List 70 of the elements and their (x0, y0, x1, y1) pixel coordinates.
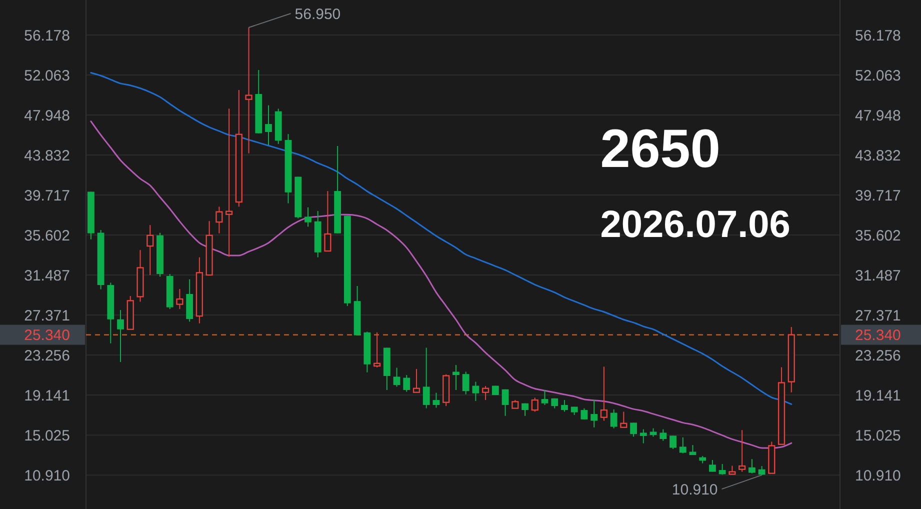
candlestick (472, 381, 480, 402)
candlestick (630, 422, 637, 438)
candlestick (304, 206, 312, 228)
y2-tick-label: 35.602 (855, 227, 901, 244)
candlestick (660, 428, 667, 442)
y2-tick-label: 23.256 (855, 347, 901, 364)
y-tick-label: 56.178 (24, 27, 70, 44)
y2-tick-label: 15.025 (855, 427, 901, 444)
candlestick (610, 408, 618, 429)
candlestick (403, 374, 410, 392)
annotation: 56.950 (294, 6, 341, 23)
annotation: 10.910 (672, 481, 718, 498)
y-tick-label: 19.141 (24, 387, 70, 404)
text: 2026.07.06 (600, 204, 790, 246)
candlestick (561, 400, 568, 412)
candlestick (324, 190, 332, 252)
candlestick (452, 364, 460, 391)
candlestick (225, 108, 233, 258)
y2-tick-label: 19.141 (855, 387, 901, 404)
candlestick (117, 310, 124, 363)
candlestick (748, 458, 756, 474)
candlestick (541, 390, 548, 406)
y-tick-label: 15.025 (24, 427, 70, 444)
candlestick (245, 27, 252, 154)
candlestick (600, 366, 608, 422)
y-tick-label: 10.910 (24, 467, 70, 484)
candlestick (580, 408, 588, 420)
line-series (90, 72, 792, 405)
candlestick (176, 288, 184, 310)
ref-line-label: 25.340 (855, 327, 901, 344)
y2-tick-label: 47.948 (855, 107, 901, 124)
candlestick (502, 388, 509, 416)
candlestick (590, 400, 598, 428)
line-series (90, 120, 792, 449)
y2-tick-label: 27.371 (855, 307, 901, 324)
candlestick (146, 224, 154, 276)
candlestick (522, 402, 528, 416)
y-tick-label: 31.487 (24, 267, 70, 284)
text: 2650 (600, 119, 720, 179)
y2-tick-label: 39.717 (855, 187, 901, 204)
y2-tick-label: 31.487 (855, 267, 901, 284)
candlestick (412, 368, 420, 393)
candlestick (422, 347, 430, 409)
candlestick (482, 386, 490, 401)
y-tick-label: 47.948 (24, 107, 70, 124)
candlestick (462, 371, 470, 395)
candlestick (216, 206, 223, 234)
candlestick (393, 367, 400, 388)
y2-tick-label: 10.910 (855, 467, 901, 484)
candlestick (718, 463, 726, 476)
candlestick (373, 332, 381, 368)
candlestick (432, 392, 440, 408)
candlestick (679, 436, 686, 454)
y-tick-label: 43.832 (24, 147, 70, 164)
y2-tick-label: 43.832 (855, 147, 901, 164)
y-tick-label: 52.063 (24, 67, 70, 84)
y2-tick-label: 56.178 (855, 27, 901, 44)
candlestick (265, 104, 272, 146)
candlestick (620, 411, 628, 428)
y-tick-label: 27.371 (24, 307, 70, 324)
y-tick-label: 39.717 (24, 187, 70, 204)
candlestick (640, 428, 647, 444)
y-tick-label: 23.256 (24, 347, 70, 364)
candlestick (709, 460, 716, 472)
candlestick (670, 435, 676, 450)
candlestick (531, 397, 538, 412)
y-tick-label: 35.602 (24, 227, 70, 244)
candlestick (738, 430, 746, 472)
text: 25.340 (24, 327, 70, 344)
y2-tick-label: 52.063 (855, 67, 901, 84)
